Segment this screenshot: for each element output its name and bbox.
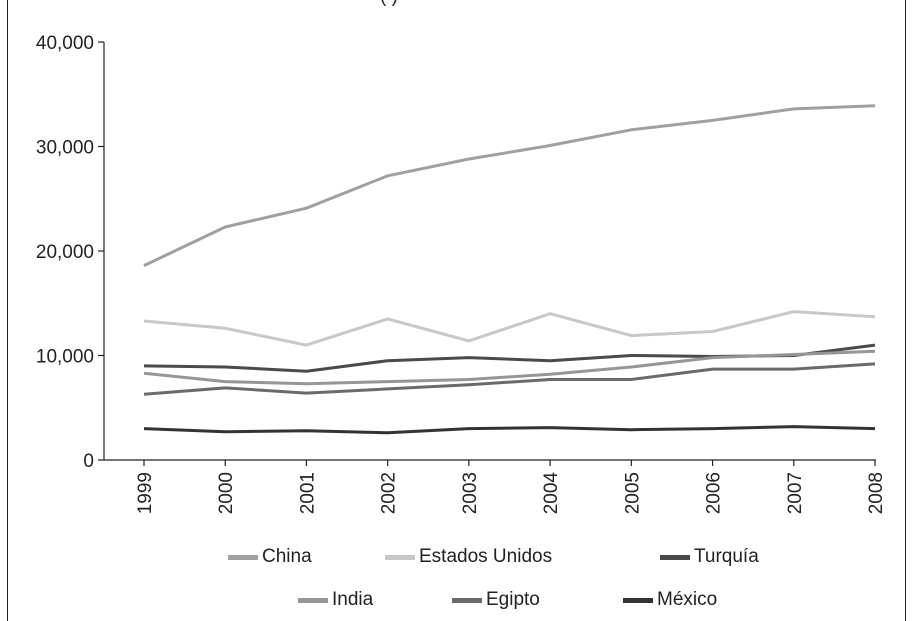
legend-label: Egipto (486, 589, 540, 610)
series-lines (143, 104, 876, 435)
line-chart: 0 10,000 20,000 30,000 40,000 1999 2000 2001 20… (36, 33, 887, 514)
series-line-méxico (143, 425, 876, 435)
legend-item: Turquía (660, 546, 759, 568)
series-line-egipto (143, 362, 876, 396)
legend-swatch (452, 597, 482, 603)
series-line-china (143, 104, 876, 267)
legend-swatch (385, 554, 415, 560)
legend: China Estados Unidos Turquía India Egipto Méx… (0, 546, 913, 616)
y-tick-label: 20,000 (36, 242, 94, 263)
x-tick-label: 2000 (216, 472, 237, 514)
legend-swatch (298, 597, 328, 603)
y-tick-label: 30,000 (36, 138, 94, 159)
legend-swatch (228, 554, 258, 560)
y-ticks: 0 10,000 20,000 30,000 40,000 (36, 33, 104, 472)
legend-label: Turquía (694, 546, 759, 567)
legend-item: México (623, 589, 717, 611)
axes (103, 42, 876, 461)
y-tick-label: 10,000 (36, 347, 94, 368)
x-tick-label: 2001 (297, 472, 318, 514)
x-tick-label: 2004 (541, 472, 562, 515)
x-tick-label: 2008 (866, 472, 887, 514)
legend-label: México (657, 589, 718, 610)
y-tick-label: 40,000 (36, 33, 94, 54)
legend-label: Estados Unidos (419, 546, 553, 567)
x-tick-label: 2002 (379, 472, 400, 514)
series-line-estados-unidos (143, 310, 876, 347)
x-tick-label: 2006 (704, 472, 725, 514)
chart-frame (7, 0, 906, 621)
x-tick-label: 2005 (622, 472, 643, 514)
x-tick-label: 2007 (785, 472, 806, 514)
y-tick-label: 0 (83, 451, 94, 472)
legend-item: India (298, 589, 373, 611)
clipped-title-fragment: ( ) (380, 0, 398, 8)
legend-item: Egipto (452, 589, 540, 611)
legend-item: China (228, 546, 312, 568)
legend-item: Estados Unidos (385, 546, 552, 568)
legend-label: India (332, 589, 374, 610)
x-ticks: 1999 2000 2001 2002 2003 2004 2005 2006 2007 2008 (135, 460, 887, 514)
series-line-turquía (143, 343, 876, 373)
x-tick-label: 1999 (135, 472, 156, 514)
series-line-india (143, 349, 876, 386)
x-tick-label: 2003 (460, 472, 481, 514)
legend-swatch (623, 597, 653, 603)
legend-label: China (262, 546, 312, 567)
legend-swatch (660, 554, 690, 560)
